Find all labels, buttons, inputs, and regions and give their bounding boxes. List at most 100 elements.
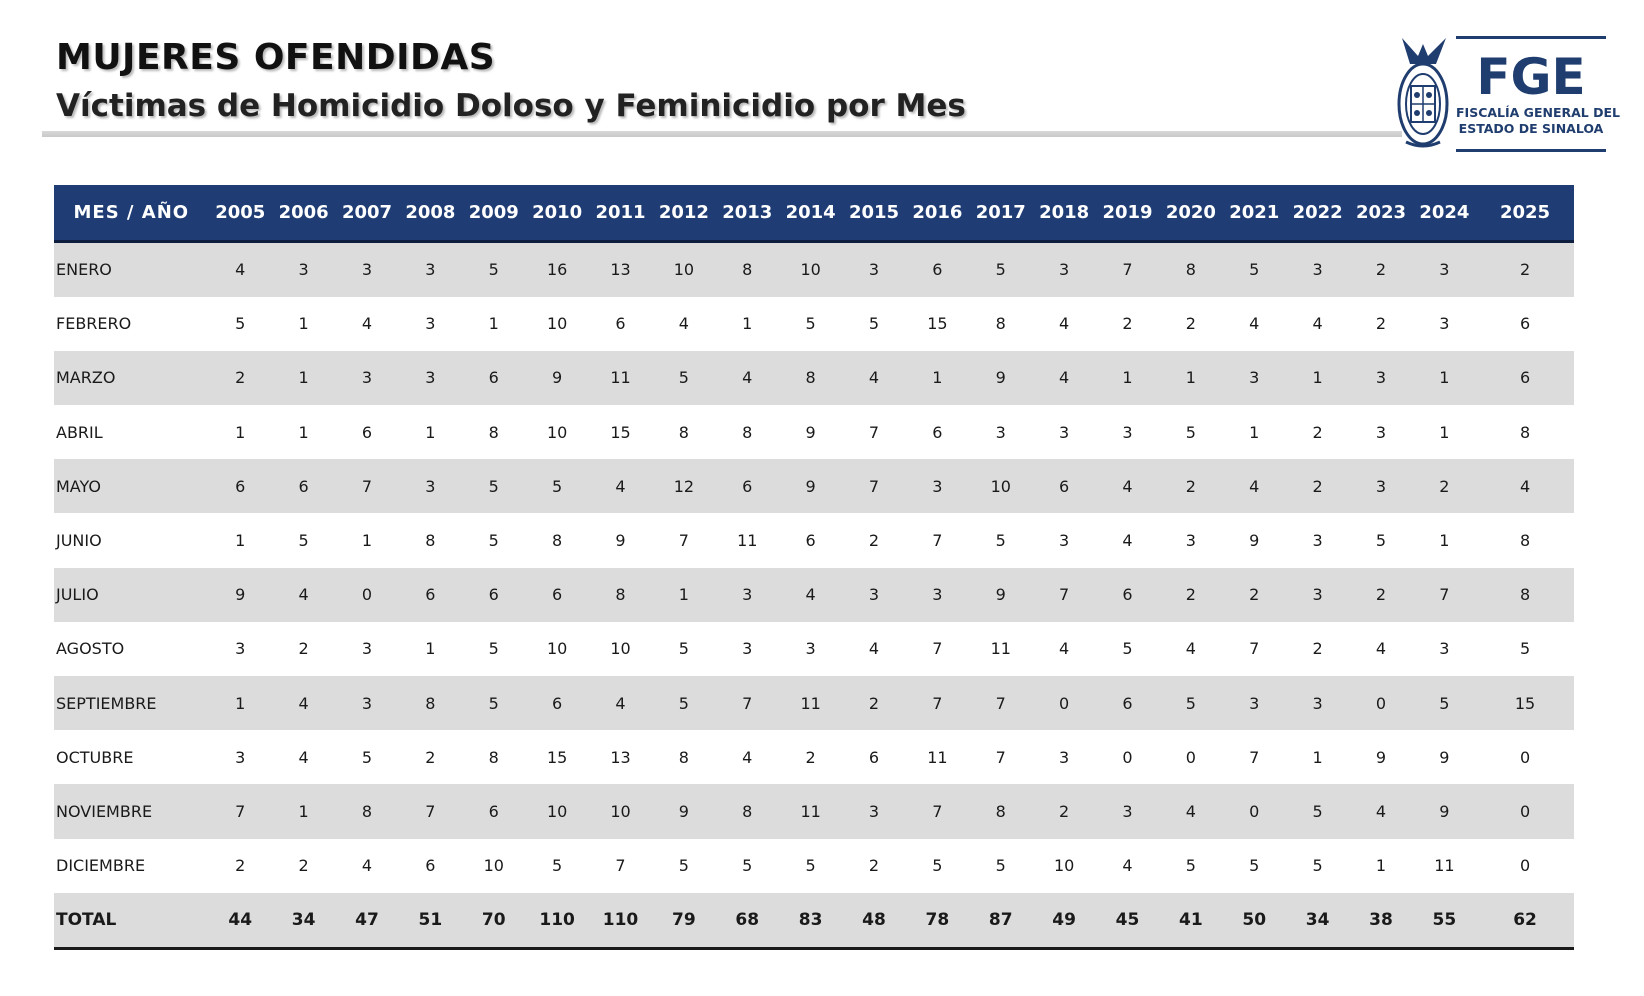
table-cell: 3 bbox=[1312, 260, 1323, 280]
table-cell: 4 bbox=[868, 639, 880, 659]
table-cell: 9 bbox=[1439, 747, 1450, 767]
total-value: 55 bbox=[1432, 909, 1457, 930]
table-cell: 13 bbox=[610, 260, 631, 280]
table-cell: 7 bbox=[361, 476, 373, 496]
table-cell: 3 bbox=[1439, 639, 1450, 659]
table-cell: 0 bbox=[1519, 801, 1531, 821]
table-cell: 2 bbox=[1312, 422, 1323, 442]
table-cell: 3 bbox=[742, 585, 753, 605]
table-cell: 10 bbox=[546, 801, 568, 821]
table-cell: 5 bbox=[488, 260, 499, 280]
table-cell: 5 bbox=[678, 639, 689, 659]
table-cell: 0 bbox=[1519, 856, 1531, 876]
table-cell: 1 bbox=[425, 422, 436, 442]
table-cell: 2 bbox=[1375, 260, 1387, 280]
table-cell: 4 bbox=[361, 856, 373, 876]
total-value: 50 bbox=[1242, 909, 1267, 930]
header-year: 2006 bbox=[271, 185, 336, 243]
table-cell: 5 bbox=[995, 260, 1006, 280]
sinaloa-seal-icon bbox=[1397, 38, 1449, 148]
table-cell: 4 bbox=[1059, 368, 1070, 388]
table-cell: 2 bbox=[1185, 476, 1196, 496]
table-cell: 8 bbox=[995, 314, 1006, 334]
table-cell: 6 bbox=[868, 747, 880, 767]
table-cell: 11 bbox=[1434, 856, 1455, 876]
table-cell: 5 bbox=[995, 531, 1006, 551]
table-cell: 8 bbox=[742, 422, 753, 442]
table-cell: 0 bbox=[1249, 801, 1260, 821]
table-cell: 3 bbox=[361, 260, 373, 280]
table-cell: 6 bbox=[488, 801, 499, 821]
table-cell: 7 bbox=[425, 801, 436, 821]
table-cell: 3 bbox=[1249, 368, 1260, 388]
table-cell: 4 bbox=[1059, 314, 1070, 334]
table-cell: 7 bbox=[868, 422, 880, 442]
header-month-year: MES / AÑO bbox=[54, 185, 209, 243]
total-value: 68 bbox=[735, 909, 760, 930]
table-cell: 4 bbox=[615, 693, 626, 713]
total-value: 110 bbox=[539, 909, 575, 930]
table-cell: 1 bbox=[1439, 368, 1450, 388]
table-cell: 10 bbox=[483, 856, 504, 876]
total-value: 44 bbox=[228, 909, 253, 930]
table-row: SEPTIEMBRE 1 4 3 8 5 6 4 5 7 11 2 7 7 0 6 5 3 3 0 5 15 bbox=[54, 676, 1574, 731]
table-cell: 13 bbox=[610, 747, 631, 767]
table-cell: 4 bbox=[742, 368, 753, 388]
table-cell: 1 bbox=[298, 368, 309, 388]
table-cell: 5 bbox=[1185, 693, 1196, 713]
table-header-row: MES / AÑO 2005 2006 2007 2008 2009 2010 2011 20… bbox=[54, 185, 1574, 243]
month-label: DICIEMBRE bbox=[56, 856, 146, 876]
table-cell: 3 bbox=[235, 747, 246, 767]
month-label: AGOSTO bbox=[56, 639, 125, 659]
table-cell: 7 bbox=[678, 531, 689, 551]
table-cell: 1 bbox=[742, 314, 753, 334]
table-cell: 7 bbox=[932, 639, 943, 659]
table-cell: 4 bbox=[1249, 314, 1260, 334]
table-cell: 1 bbox=[1122, 368, 1133, 388]
header-year: 2015 bbox=[842, 185, 906, 243]
table-cell: 5 bbox=[1249, 260, 1260, 280]
table-cell: 5 bbox=[1375, 531, 1387, 551]
table-cell: 4 bbox=[805, 585, 816, 605]
table-cell: 3 bbox=[298, 260, 309, 280]
table-cell: 1 bbox=[1312, 368, 1323, 388]
table-cell: 8 bbox=[678, 747, 689, 767]
table-cell: 2 bbox=[298, 639, 309, 659]
table-cell: 8 bbox=[1519, 531, 1531, 551]
table-cell: 5 bbox=[868, 314, 880, 334]
table-cell: 6 bbox=[488, 368, 499, 388]
table-row: ABRIL 1 1 6 1 8 10 15 8 8 9 7 6 3 3 3 5 1 2 3 1 8 bbox=[54, 405, 1574, 460]
table-cell: 3 bbox=[361, 368, 373, 388]
header-year: 2009 bbox=[462, 185, 526, 243]
month-label: ABRIL bbox=[56, 422, 103, 442]
table-cell: 4 bbox=[742, 747, 753, 767]
table-cell: 2 bbox=[1375, 314, 1387, 334]
table-cell: 5 bbox=[488, 531, 499, 551]
table-cell: 6 bbox=[552, 585, 563, 605]
table-cell: 6 bbox=[615, 314, 626, 334]
table-cell: 6 bbox=[932, 422, 943, 442]
table-cell: 0 bbox=[1185, 747, 1196, 767]
table-cell: 6 bbox=[1059, 476, 1070, 496]
table-cell: 2 bbox=[1312, 476, 1323, 496]
table-cell: 2 bbox=[425, 747, 436, 767]
header-year: 2021 bbox=[1222, 185, 1286, 243]
table-cell: 1 bbox=[235, 422, 246, 442]
table-cell: 4 bbox=[298, 747, 309, 767]
table-cell: 2 bbox=[1185, 314, 1196, 334]
table-cell: 7 bbox=[742, 693, 753, 713]
month-label: JULIO bbox=[56, 585, 99, 605]
table-cell: 10 bbox=[546, 314, 568, 334]
table-cell: 7 bbox=[932, 531, 943, 551]
table-cell: 4 bbox=[1122, 531, 1133, 551]
table-cell: 10 bbox=[546, 422, 568, 442]
total-value: 45 bbox=[1115, 909, 1140, 930]
table-cell: 8 bbox=[742, 260, 753, 280]
header-year: 2017 bbox=[969, 185, 1033, 243]
table-cell: 7 bbox=[1059, 585, 1070, 605]
table-cell: 2 bbox=[805, 747, 816, 767]
table-cell: 3 bbox=[1059, 260, 1070, 280]
header-year: 2012 bbox=[652, 185, 716, 243]
table-cell: 0 bbox=[361, 585, 373, 605]
table-cell: 1 bbox=[1312, 747, 1323, 767]
